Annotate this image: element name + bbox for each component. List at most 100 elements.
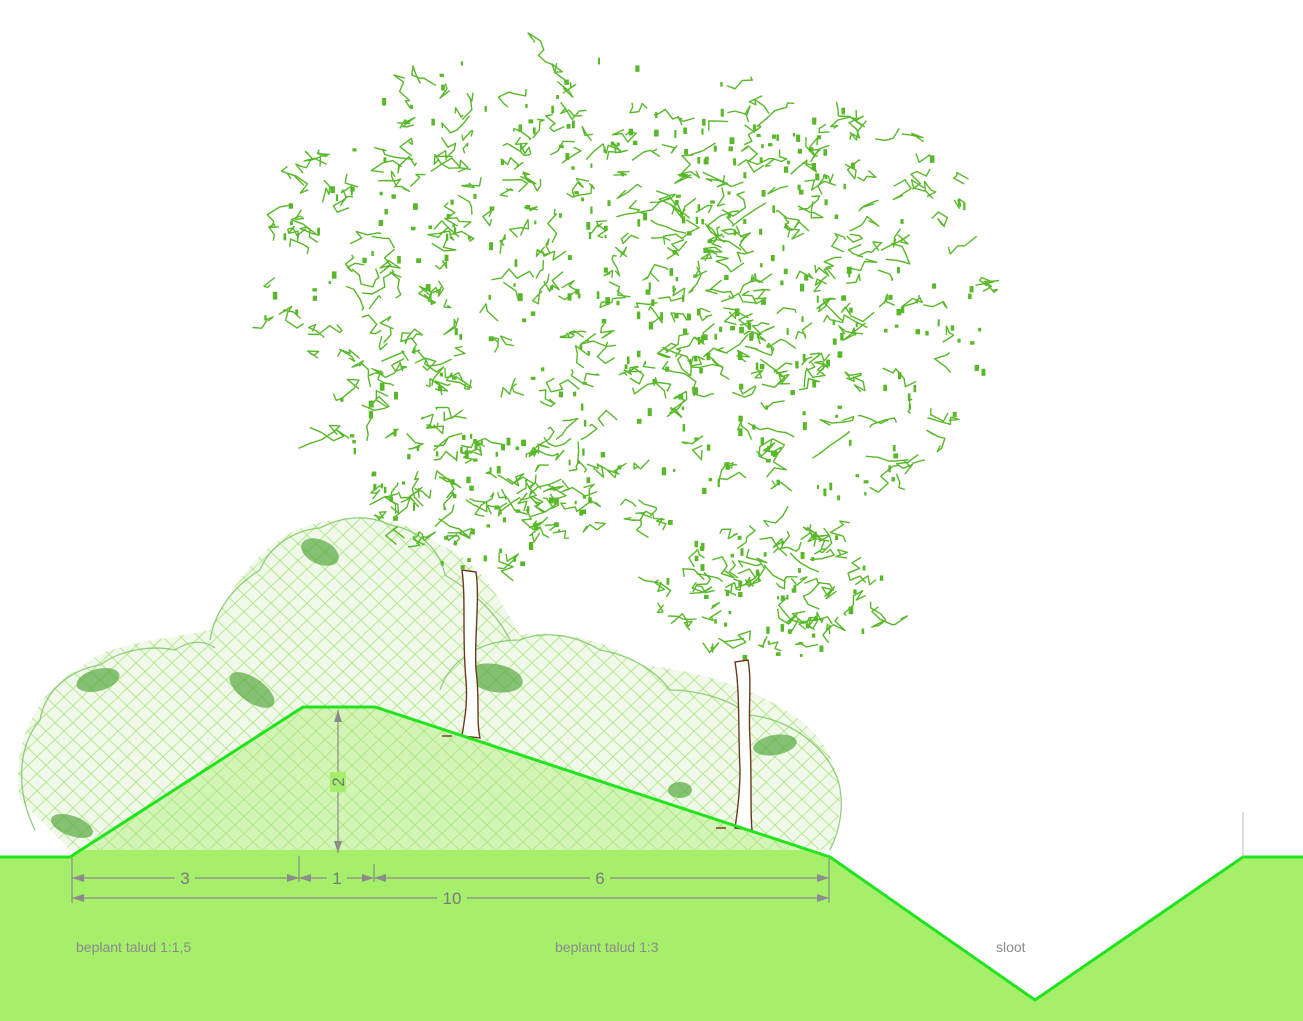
foliage-scribble [316,149,330,157]
foliage-dot [610,141,614,146]
foliage-dot [571,166,575,170]
foliage-scribble [497,496,521,517]
foliage-scribble [472,442,485,453]
foliage-scribble [756,325,775,345]
label-bg [437,887,467,909]
foliage-dot [724,622,728,627]
foliage-scribble [737,560,761,568]
foliage-scribble [743,321,770,336]
foliage-scribble [694,260,708,278]
foliage-dot [416,258,421,263]
foliage-dot [907,393,911,401]
foliage-dot [795,361,799,369]
foliage-scribble [519,175,542,192]
foliage-dot [816,295,819,303]
foliage-scribble [435,150,453,161]
foliage-scribble [298,424,341,450]
foliage-dot [454,328,458,336]
foliage-dot [452,224,455,228]
foliage-dot [616,142,620,147]
foliage-dot [743,219,747,224]
foliage-dot [717,479,720,488]
label-bg [175,866,195,888]
foliage-scribble [500,157,524,171]
hatch-line [359,517,741,850]
foliage-scribble [704,279,723,295]
foliage-dot [464,450,469,458]
foliage-scribble [760,400,785,410]
foliage-scribble [656,342,677,359]
foliage-dot [522,318,527,323]
foliage-dot [416,446,420,452]
foliage-scribble [381,350,409,362]
foliage-dot [846,266,852,274]
foliage-scribble [822,314,868,329]
foliage-scribble [607,462,627,475]
foliage-dot [528,119,534,124]
foliage-dot [783,268,788,275]
foliage-dot [460,565,465,569]
foliage-scribble [286,172,309,194]
foliage-dot [335,194,339,201]
foliage-scribble [633,459,650,470]
foliage-dot [796,134,801,142]
foliage-scribble [637,576,672,598]
foliage-dot [700,335,704,341]
foliage-dot [739,383,744,390]
hatch-line [0,500,2,860]
foliage-dot [604,225,608,232]
foliage-dot [568,459,571,466]
hatch-line [773,517,841,850]
foliage-dot [554,522,559,528]
foliage-dot [506,437,511,446]
foliage-scribble [404,328,424,345]
foliage-scribble [734,568,757,590]
foliage-dot [566,124,571,129]
foliage-dot [841,295,847,301]
segment-arrow [817,874,829,882]
foliage-dot [686,313,691,321]
left-slope-label: beplant talud 1:1,5 [76,939,191,955]
left-slope-width-label: 3 [180,869,189,888]
foliage-scribble [783,216,793,232]
foliage-scribble [444,217,472,229]
foliage-dot [772,134,776,139]
foliage-scribble [547,208,558,243]
foliage-scribble [582,521,606,533]
foliage-scribble [616,199,641,218]
foliage-dot [929,155,935,163]
foliage-scribble [583,372,600,382]
foliage-scribble [653,579,666,592]
foliage-scribble [397,486,423,508]
foliage-scribble [433,450,459,462]
foliage-scribble [704,353,730,380]
foliage-scribble [620,232,640,245]
foliage-dot [450,199,454,205]
foliage-scribble [804,179,837,191]
foliage-dot [770,450,775,456]
foliage-dot [799,653,803,657]
foliage-dot [862,565,866,571]
foliage-scribble [618,369,631,377]
tree-canopies [252,32,1000,661]
hatch-line [846,500,1226,860]
foliage-scribble [769,641,782,652]
foliage-dot [837,495,841,501]
foliage-scribble [321,179,331,203]
foliage-scribble [681,435,704,445]
foliage-scribble [855,109,866,128]
foliage-dot [783,166,789,173]
foliage-scribble [619,498,637,508]
foliage-scribble [384,526,405,545]
foliage-dot [703,334,708,341]
foliage-dot [780,595,785,601]
foliage-dot [527,506,530,513]
foliage-dot [894,324,899,328]
foliage-dot [558,391,563,398]
foliage-scribble [743,124,762,146]
segment-arrow [72,874,84,882]
foliage-scribble [566,182,595,198]
foliage-scribble [611,254,621,277]
foliage-dot [888,294,893,300]
foliage-scribble [822,298,844,322]
